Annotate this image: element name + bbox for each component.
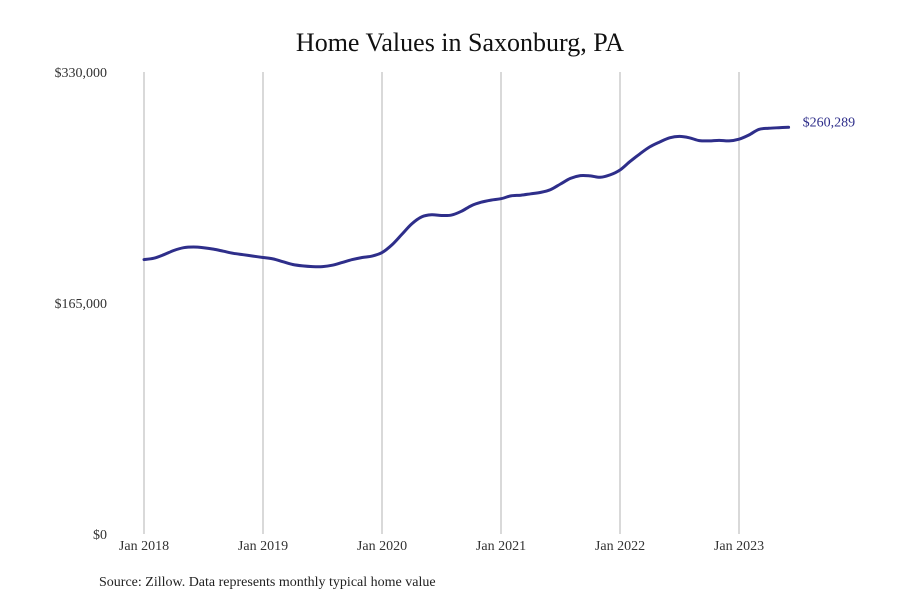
x-tick-label: Jan 2019 <box>238 539 288 554</box>
y-tick-label: $330,000 <box>55 66 108 81</box>
y-tick-label: $165,000 <box>55 297 108 312</box>
series-layer: $260,289 <box>142 115 856 269</box>
x-tick-label: Jan 2018 <box>119 539 169 554</box>
x-tick-label: Jan 2022 <box>595 539 645 554</box>
x-tick-label: Jan 2020 <box>357 539 407 554</box>
axis-labels: Jan 2018 Jan 2019 Jan 2020 Jan 2021 Jan 2022… <box>55 66 765 554</box>
chart-title: Home Values in Saxonburg, PA <box>296 28 624 57</box>
x-tick-label: Jan 2021 <box>476 539 526 554</box>
gridlines <box>143 72 740 534</box>
y-tick-label: $0 <box>93 528 107 543</box>
x-tick-label: Jan 2023 <box>714 539 764 554</box>
series-end-label: $260,289 <box>803 115 856 130</box>
series-line <box>142 125 791 269</box>
source-note: Source: Zillow. Data represents monthly … <box>99 575 436 590</box>
